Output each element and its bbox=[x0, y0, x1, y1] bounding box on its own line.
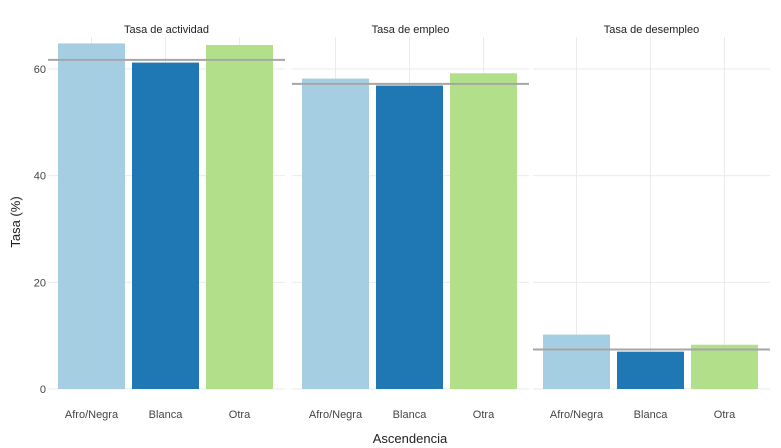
y-tick-label: 60 bbox=[34, 64, 46, 76]
x-tick-label: Blanca bbox=[393, 409, 428, 421]
y-tick-label: 20 bbox=[34, 277, 46, 289]
x-tick-label: Afro/Negra bbox=[550, 409, 604, 421]
bar-layer bbox=[58, 43, 758, 390]
x-tick-label: Otra bbox=[229, 409, 251, 421]
bar-otra bbox=[206, 45, 273, 389]
x-tick-label: Afro/Negra bbox=[65, 409, 119, 421]
x-tick-label: Otra bbox=[714, 409, 736, 421]
x-tick-label: Blanca bbox=[634, 409, 669, 421]
y-tick-label: 0 bbox=[40, 384, 46, 396]
y-axis-title: Tasa (%) bbox=[8, 196, 23, 247]
facet-title: Tasa de actividad bbox=[124, 24, 209, 36]
x-axis-title: Ascendencia bbox=[373, 431, 448, 446]
bar-otra bbox=[691, 344, 758, 389]
x-tick-label: Otra bbox=[473, 409, 495, 421]
facet-title: Tasa de empleo bbox=[372, 24, 450, 36]
label-layer: 0 20 40 60 Tasa de actividad Afro/Negra Blanca… bbox=[34, 24, 736, 421]
reference-line-layer bbox=[48, 58, 770, 351]
bar-afro-negra bbox=[543, 334, 610, 389]
bar-afro-negra bbox=[58, 43, 125, 390]
bar-afro-negra bbox=[302, 78, 369, 389]
y-tick-label: 40 bbox=[34, 171, 46, 183]
bar-blanca bbox=[617, 351, 684, 389]
facet-title: Tasa de desempleo bbox=[604, 24, 699, 36]
bar-blanca bbox=[376, 85, 443, 390]
x-tick-label: Blanca bbox=[149, 409, 184, 421]
bar-blanca bbox=[132, 62, 199, 389]
x-tick-label: Afro/Negra bbox=[309, 409, 363, 421]
bar-otra bbox=[450, 73, 517, 390]
